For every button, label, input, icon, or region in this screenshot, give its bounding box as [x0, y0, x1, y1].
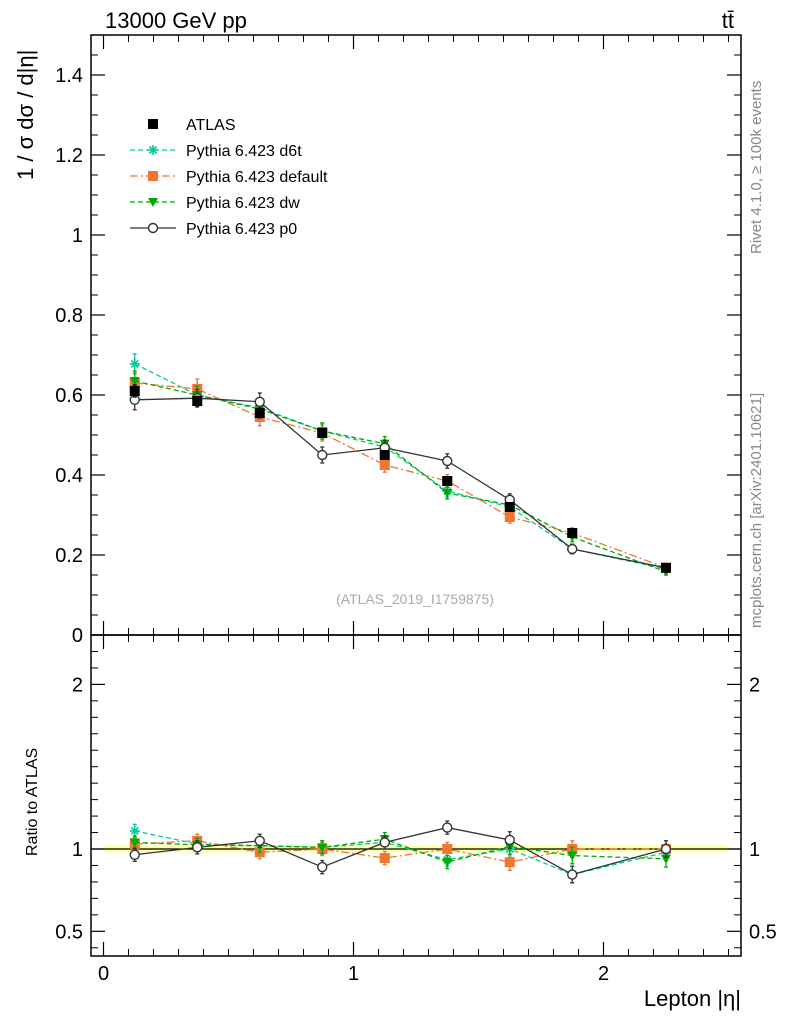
ratio-series-pythia-6-423-p0	[129, 820, 672, 884]
ratio-y-tick-label: 2	[72, 674, 83, 696]
main-y-tick-label: 0.8	[55, 305, 83, 327]
ratio-data-point	[254, 835, 265, 846]
main-data-point	[192, 396, 203, 406]
x-axis-title: Lepton |η|	[644, 986, 741, 1011]
mcplots-label: mcplots.cern.ch [arXiv:2401.10621]	[748, 393, 765, 628]
main-series-pythia-6-423-d6t	[129, 353, 671, 574]
main-y-tick-label: 0.4	[55, 465, 83, 487]
ratio-y-tick-label-right: 2	[749, 674, 760, 696]
ratio-data-point	[129, 849, 140, 860]
rivet-version-label: Rivet 4.1.0, ≥ 100k events	[748, 81, 765, 254]
main-data-point	[442, 489, 453, 498]
ratio-data-point	[379, 853, 390, 864]
ratio-data-point	[567, 851, 578, 861]
main-data-point	[379, 450, 390, 460]
main-series-pythia-6-423-p0	[129, 388, 672, 573]
ratio-data-point	[442, 822, 453, 833]
main-series	[129, 353, 672, 577]
analysis-id: (ATLAS_2019_I1759875)	[336, 591, 494, 607]
legend-entry: Pythia 6.423 p0	[130, 221, 297, 238]
legend-label: Pythia 6.423 dw	[186, 195, 300, 212]
main-data-point	[379, 460, 390, 470]
legend-label: Pythia 6.423 d6t	[186, 143, 302, 160]
ratio-series-pythia-6-423-d6t	[129, 823, 671, 884]
ratio-data-point	[442, 858, 453, 868]
ratio-y-tick-label-right: 1	[749, 839, 760, 861]
ratio-data-point	[379, 837, 390, 848]
main-y-tick-label: 0	[72, 625, 83, 647]
legend-entry: ATLAS	[148, 117, 236, 134]
main-series-line	[134, 382, 667, 569]
legend-marker	[148, 145, 158, 155]
main-data-point	[129, 377, 140, 386]
main-y-tick-label: 1.4	[55, 65, 83, 87]
ratio-series	[91, 820, 741, 884]
x-tick-label: 1	[348, 963, 359, 985]
ratio-series-line	[134, 830, 667, 876]
main-series-line	[134, 380, 667, 573]
legend: ATLAS Pythia 6.423 d6t Pythia 6.423 defaul…	[130, 117, 328, 238]
legend-entry: Pythia 6.423 default	[130, 169, 328, 186]
main-data-point	[504, 512, 515, 522]
legend-label: ATLAS	[186, 117, 236, 134]
ratio-data-point	[129, 838, 140, 848]
main-y-tick-label: 0.6	[55, 385, 83, 407]
ratio-data-point	[129, 825, 140, 836]
legend-marker	[148, 119, 158, 129]
main-data-point	[504, 502, 515, 512]
main-data-point	[129, 358, 140, 369]
main-data-point	[254, 408, 265, 418]
main-y-tick-label: 1	[72, 225, 83, 247]
main-y-tick-label: 1.2	[55, 145, 83, 167]
ratio-y-tick-label: 0.5	[55, 921, 83, 943]
main-y-tick-label: 0.2	[55, 545, 83, 567]
process-label: 13000 GeV pp	[105, 8, 247, 33]
ratio-y-tick-label-right: 0.5	[749, 921, 777, 943]
main-data-point	[442, 476, 453, 486]
ratio-y-axis-title: Ratio to ATLAS	[24, 748, 41, 856]
legend-marker	[147, 222, 159, 234]
axis-ticks: 0 0.2 0.4 0.6 0.8 1 1.2 1.4 0 1 2 0.5 0.5 1 1 2 2	[55, 35, 777, 985]
ratio-data-point	[317, 861, 328, 873]
x-tick-label: 0	[98, 963, 109, 985]
main-data-point	[567, 543, 578, 555]
legend-marker	[148, 171, 158, 181]
main-series-pythia-6-423-dw	[129, 370, 671, 577]
legend-label: Pythia 6.423 p0	[186, 221, 297, 238]
ratio-data-point	[567, 869, 578, 880]
ratio-y-tick-label: 1	[72, 839, 83, 861]
final-state-label: tt̄	[722, 8, 734, 33]
main-data-point	[317, 449, 328, 461]
ratio-data-point	[504, 834, 515, 846]
x-tick-label: 2	[598, 963, 609, 985]
main-series-atlas	[129, 384, 671, 573]
legend-entry: Pythia 6.423 dw	[130, 195, 300, 212]
main-data-point	[129, 386, 140, 396]
main-data-point	[254, 396, 265, 407]
main-data-point	[567, 528, 578, 538]
legend-label: Pythia 6.423 default	[186, 169, 328, 186]
main-data-point	[442, 455, 453, 467]
ratio-panel-frame	[90, 634, 742, 957]
main-series-line	[134, 397, 667, 569]
main-data-point	[317, 428, 328, 438]
ratio-data-point	[442, 844, 453, 854]
ratio-data-point	[317, 843, 328, 853]
main-data-point	[661, 562, 671, 573]
legend-entry: Pythia 6.423 d6t	[130, 143, 302, 160]
ratio-data-point	[660, 843, 672, 855]
main-y-axis-title: 1 / σ dσ / d|η|	[13, 50, 38, 180]
ratio-data-point	[504, 857, 515, 868]
legend-marker	[148, 198, 158, 207]
ratio-series-pythia-6-423-default	[129, 833, 671, 872]
ratio-data-point	[661, 854, 671, 864]
ratio-data-point	[192, 842, 203, 853]
